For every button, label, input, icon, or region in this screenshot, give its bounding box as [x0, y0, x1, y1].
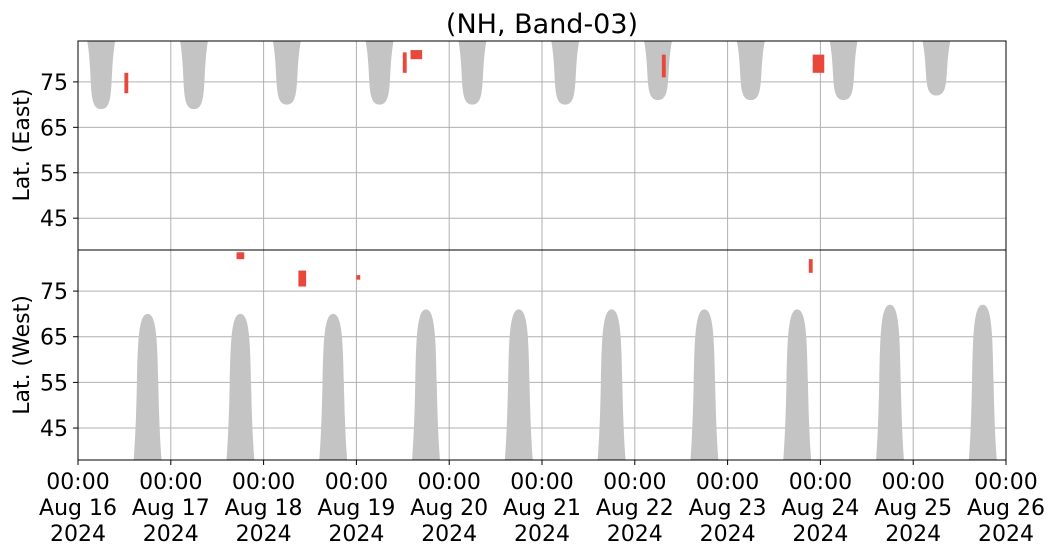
shadow-lobe	[319, 313, 348, 460]
shadow-lobe	[412, 309, 440, 460]
shadow-lobe	[226, 313, 255, 460]
x-tick-label: Aug 26	[967, 496, 1045, 521]
shadow-lobe	[504, 309, 533, 460]
x-tick-label: 00:00	[789, 470, 852, 495]
x-tick-label: 00:00	[232, 470, 295, 495]
shadow-lobe	[922, 41, 951, 96]
west-ylabel: Lat. (West)	[10, 295, 35, 415]
x-tick-label: Aug 21	[503, 496, 581, 521]
event-mark	[402, 52, 407, 73]
chart-title: (NH, Band-03)	[446, 9, 638, 40]
x-tick-label: 00:00	[974, 470, 1037, 495]
x-tick-label: 2024	[421, 522, 477, 547]
shadow-lobe	[597, 309, 626, 460]
x-tick-label: 00:00	[417, 470, 480, 495]
x-tick-label: Aug 24	[781, 496, 859, 521]
east-panel: 45 55 65 75	[40, 40, 1007, 251]
x-tick-label: Aug 20	[410, 496, 488, 521]
x-tick-label: 00:00	[510, 470, 573, 495]
shadow-lobe	[365, 41, 394, 105]
x-tick-label: 00:00	[696, 470, 759, 495]
shadow-lobe	[736, 41, 765, 101]
x-tick-label: 00:00	[325, 470, 388, 495]
y-tick-label: 55	[40, 371, 68, 396]
east-ylabel: Lat. (East)	[10, 89, 35, 202]
x-tick-label: 2024	[978, 522, 1034, 547]
shadow-lobe	[876, 304, 904, 460]
shadow-lobe	[783, 309, 812, 460]
x-tick-label: 2024	[236, 522, 292, 547]
shadow-lobe	[133, 313, 162, 460]
event-mark	[410, 50, 423, 60]
x-tick-label: 2024	[792, 522, 848, 547]
event-mark	[661, 54, 666, 78]
y-tick-label: 75	[40, 71, 68, 96]
y-tick-label: 55	[40, 162, 68, 187]
x-tick-label: 2024	[514, 522, 570, 547]
x-tick-label: 00:00	[881, 470, 944, 495]
x-tick-label: 00:00	[139, 470, 202, 495]
event-mark	[298, 270, 307, 287]
shadow-lobe	[458, 41, 487, 105]
x-tick-label: Aug 16	[39, 496, 117, 521]
y-tick-label: 65	[40, 326, 68, 351]
x-tick-label: 2024	[50, 522, 106, 547]
x-tick-label: 2024	[607, 522, 663, 547]
x-tick-label: Aug 22	[596, 496, 674, 521]
event-mark	[124, 72, 129, 94]
event-mark	[808, 259, 813, 273]
shadow-lobe	[180, 41, 208, 110]
x-tick-label: Aug 17	[132, 496, 210, 521]
x-tick-label: Aug 18	[225, 496, 303, 521]
x-tick-label: Aug 25	[874, 496, 952, 521]
shadow-lobe	[968, 304, 997, 460]
shadow-lobe	[87, 41, 116, 110]
y-tick-label: 45	[40, 207, 68, 232]
x-tick-label: Aug 23	[689, 496, 767, 521]
x-tick-label: 2024	[143, 522, 199, 547]
shadow-lobe	[272, 41, 301, 105]
x-tick-label: Aug 19	[317, 496, 395, 521]
event-mark	[812, 54, 825, 73]
x-tick-label: 2024	[328, 522, 384, 547]
shadow-lobe	[690, 309, 719, 460]
y-tick-label: 75	[40, 280, 68, 305]
x-tick-label: 2024	[885, 522, 941, 547]
x-tick-label: 00:00	[603, 470, 666, 495]
west-panel: 75 65 55 45	[40, 249, 1007, 461]
shadow-lobe	[551, 41, 580, 105]
shadow-lobe	[829, 41, 858, 101]
event-mark	[356, 275, 361, 280]
shadow-lobe	[644, 41, 672, 101]
y-tick-label: 65	[40, 116, 68, 141]
y-tick-label: 45	[40, 417, 68, 442]
event-mark	[236, 252, 245, 260]
x-tick-label: 00:00	[46, 470, 109, 495]
x-tick-label: 2024	[700, 522, 756, 547]
